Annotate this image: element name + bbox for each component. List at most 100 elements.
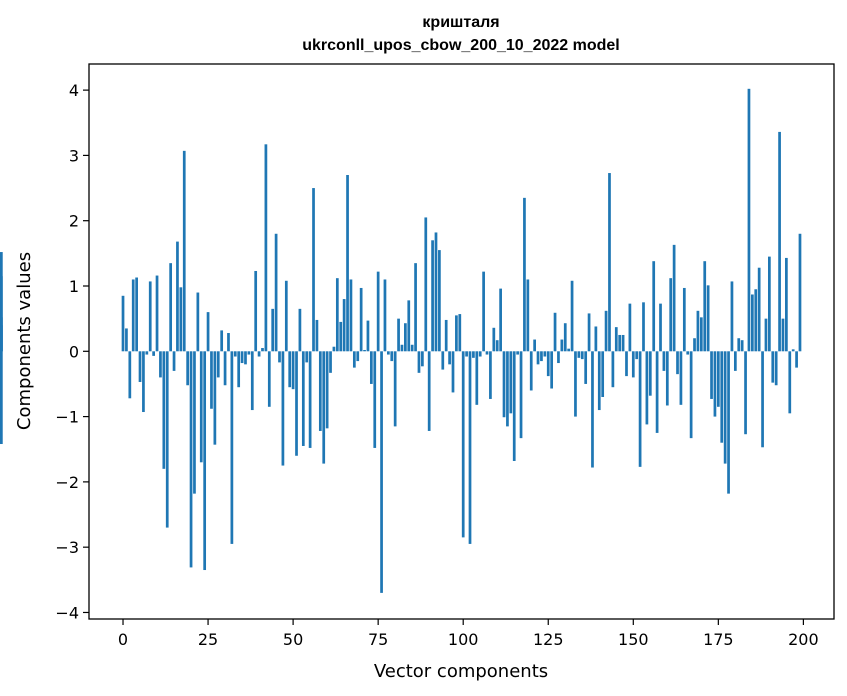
bar — [189, 351, 193, 568]
bar — [723, 351, 727, 464]
bar — [621, 334, 625, 352]
bar — [346, 175, 349, 352]
bar — [778, 131, 781, 352]
bar — [716, 351, 720, 407]
bar — [754, 289, 758, 352]
bar — [560, 339, 564, 352]
bar — [485, 351, 489, 355]
bar — [172, 351, 176, 371]
bar — [288, 351, 292, 388]
bar — [305, 351, 309, 363]
bar — [138, 351, 142, 382]
x-axis-label: Vector components — [374, 661, 548, 682]
bar — [448, 351, 451, 365]
x-tick-label: 150 — [618, 630, 649, 649]
plot-frame — [88, 63, 835, 620]
x-tick-label: 100 — [448, 630, 479, 649]
bar — [451, 351, 455, 393]
bar — [148, 281, 152, 352]
bar — [659, 303, 662, 352]
bar — [407, 300, 411, 352]
bar — [468, 351, 472, 544]
bar — [594, 326, 598, 352]
bar — [431, 240, 434, 352]
bar — [152, 351, 155, 356]
bar — [785, 257, 788, 352]
bar — [165, 351, 169, 528]
bar — [210, 351, 213, 409]
bar — [169, 263, 173, 352]
bar — [768, 256, 771, 352]
y-axis: −4 −3 −2 −1 0 1 2 3 4 — [55, 81, 89, 622]
bar — [553, 312, 557, 352]
bar — [540, 351, 543, 362]
bar — [315, 319, 319, 352]
bar — [642, 302, 645, 352]
x-tick-label: 125 — [533, 630, 564, 649]
y-tick-label: 3 — [69, 146, 79, 165]
bar — [332, 346, 336, 352]
bar — [0, 351, 3, 445]
bar — [672, 244, 676, 352]
bar — [625, 351, 628, 377]
bar — [125, 328, 128, 352]
bar — [267, 351, 271, 407]
bar — [523, 197, 526, 352]
bar — [233, 351, 237, 357]
bar — [570, 280, 574, 352]
bar — [543, 351, 547, 357]
bar — [502, 351, 506, 418]
bar — [281, 351, 285, 466]
bar — [383, 279, 387, 352]
bar — [301, 351, 305, 446]
bar — [465, 351, 468, 357]
bar — [250, 351, 254, 411]
bar — [339, 321, 343, 352]
y-tick-label: 1 — [69, 277, 79, 296]
bar — [390, 351, 394, 362]
bar — [516, 351, 519, 355]
bar — [781, 318, 785, 352]
bar — [223, 351, 227, 386]
bar — [349, 279, 353, 352]
bar — [472, 351, 475, 358]
bar — [499, 288, 502, 352]
y-axis-label: Components values — [14, 252, 35, 430]
bar — [764, 318, 768, 352]
bar — [665, 351, 669, 406]
bar — [193, 351, 196, 494]
bar — [693, 338, 696, 352]
bar — [264, 144, 268, 352]
bar — [206, 312, 210, 352]
bar — [291, 351, 295, 390]
bar — [155, 275, 159, 352]
bar — [533, 339, 536, 352]
bar — [557, 351, 560, 364]
bar — [404, 323, 407, 352]
bar — [733, 351, 737, 371]
bar — [682, 287, 686, 352]
bar — [438, 250, 441, 352]
bar — [366, 320, 370, 352]
bar — [584, 351, 588, 384]
bar — [216, 351, 220, 378]
bar — [203, 351, 207, 571]
bar — [737, 338, 741, 352]
bar — [145, 351, 149, 355]
bar — [400, 344, 404, 352]
bar — [179, 287, 183, 352]
x-tick-label: 200 — [788, 630, 819, 649]
bar — [536, 351, 540, 365]
bar — [121, 295, 125, 352]
bar — [750, 294, 754, 352]
bar — [761, 351, 764, 448]
bar — [635, 351, 639, 360]
bar — [676, 351, 679, 375]
bar — [397, 318, 400, 352]
bar — [587, 313, 591, 352]
bar — [478, 351, 482, 357]
y-tick-label: −4 — [55, 603, 79, 622]
bar — [247, 351, 251, 355]
bar — [240, 351, 244, 364]
bar — [795, 351, 798, 368]
